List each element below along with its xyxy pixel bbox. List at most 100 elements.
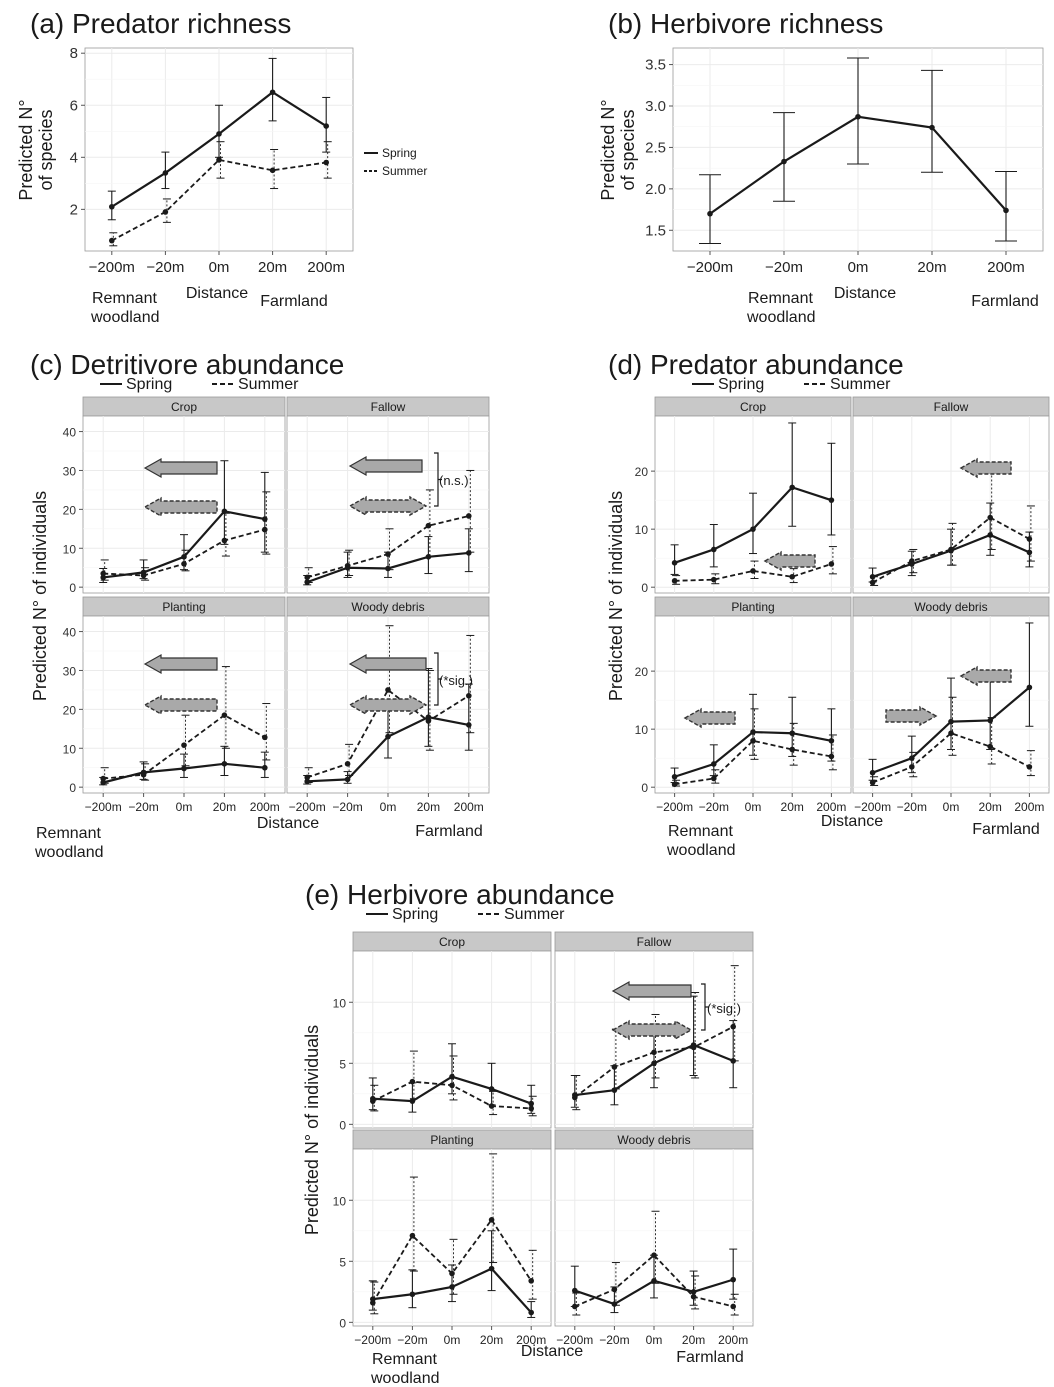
data-point — [730, 1303, 736, 1310]
data-point — [262, 516, 268, 522]
data-point — [528, 1100, 534, 1107]
data-point — [488, 1086, 495, 1092]
chart-title: (b) Herbivore richness — [608, 8, 883, 39]
data-point — [789, 573, 795, 580]
facet-crop: Crop 0 10 20 — [635, 396, 852, 595]
series-line-summer — [574, 1253, 734, 1308]
data-point — [929, 124, 935, 131]
facet-label: Woody debris — [914, 600, 987, 614]
y-axis-label: Predicted N°of species — [16, 99, 56, 200]
facet-fallow: Fallow (n.s.) — [286, 396, 490, 594]
data-point — [216, 157, 222, 163]
data-point — [909, 558, 915, 564]
facet-label: Crop — [439, 935, 465, 949]
series-line-summer — [306, 688, 470, 779]
x-tick-label: 20m — [682, 1333, 705, 1347]
data-point — [750, 526, 756, 532]
y-tick-label: 3.5 — [645, 57, 666, 74]
arrow-icon — [959, 665, 1012, 687]
data-point — [869, 769, 876, 776]
x-tick-label: −20m — [699, 800, 729, 814]
data-point — [671, 578, 678, 584]
legend-label: Spring — [382, 146, 417, 160]
data-point — [385, 551, 391, 557]
x-note-right: Farmland — [676, 1349, 744, 1366]
x-note-right: Farmland — [260, 293, 328, 310]
y-tick-label: 2.0 — [645, 181, 666, 198]
x-tick-label: 0m — [444, 1333, 461, 1347]
y-axis-label: Predicted N° of individuals — [606, 491, 626, 701]
data-point — [1026, 536, 1033, 542]
data-point — [385, 687, 391, 693]
data-point — [181, 765, 187, 772]
facet-label: Woody debris — [617, 1133, 690, 1147]
y-tick-label: 0 — [641, 781, 648, 795]
data-point — [100, 779, 106, 786]
plot-panel — [852, 415, 1050, 594]
significance-annotation: (*sig.) — [707, 1001, 741, 1016]
data-point — [488, 1265, 495, 1272]
facet-label: Planting — [731, 600, 774, 614]
x-tick-label: 0m — [646, 1333, 663, 1347]
data-point — [385, 565, 391, 572]
data-point — [1026, 684, 1033, 691]
facet-woody-debris: Woody debris −200m −20m 0m 20m 200m — [554, 1129, 754, 1347]
data-point — [690, 1289, 697, 1295]
data-point — [269, 167, 276, 174]
data-point — [409, 1232, 416, 1239]
arrow-icon — [348, 455, 423, 477]
data-point — [449, 1073, 455, 1080]
data-point — [385, 733, 391, 740]
plot-panel — [554, 950, 754, 1129]
y-axis-label: Predicted N° of individuals — [30, 491, 50, 701]
data-point — [987, 514, 993, 521]
bracket-icon — [701, 983, 709, 1031]
arrow-icon — [143, 496, 218, 518]
data-point — [948, 718, 954, 725]
facet-planting: Planting 0 10 20 −200m −20m 0m 20m 200m — [635, 596, 852, 814]
x-tick-label: 20m — [258, 259, 287, 276]
data-point — [344, 761, 351, 767]
facet-planting: Planting 0 5 10 −200m −20m 0m 20m 200m — [333, 1129, 552, 1347]
significance-annotation: (n.s.) — [439, 473, 469, 488]
y-tick-label: 0 — [339, 1118, 346, 1132]
x-tick-label: −200m — [854, 800, 891, 814]
y-tick-label: 2.5 — [645, 139, 666, 156]
x-tick-label: 20m — [417, 800, 440, 814]
facet-label: Fallow — [934, 400, 969, 414]
plot-panel — [852, 615, 1050, 794]
data-point — [750, 737, 756, 744]
data-point — [216, 131, 222, 137]
y-tick-label: 10 — [63, 742, 77, 756]
y-tick-label: 10 — [635, 723, 649, 737]
data-point — [651, 1060, 657, 1067]
x-tick-label: 200m — [816, 800, 846, 814]
data-point — [409, 1078, 416, 1085]
data-point — [221, 712, 228, 718]
y-tick-label: 0 — [641, 581, 648, 595]
arrow-icon — [143, 653, 218, 675]
x-tick-label: −20m — [599, 1333, 629, 1347]
data-point — [262, 526, 268, 533]
data-point — [690, 1293, 697, 1300]
facet-crop: Crop 0 10 20 30 40 — [63, 396, 286, 595]
facet-planting: Planting 0 10 20 30 40 −200m −20m 0m 20m 200m — [63, 596, 286, 814]
y-tick-label: 20 — [63, 503, 77, 517]
x-axis-label: Distance — [257, 815, 319, 832]
facet-label: Planting — [162, 600, 205, 614]
significance-annotation: (*sig.) — [439, 673, 473, 688]
legend-label: Spring — [718, 376, 764, 393]
x-tick-label: −20m — [128, 800, 158, 814]
plot-panel — [352, 950, 552, 1129]
x-tick-label: 0m — [380, 800, 397, 814]
x-tick-label: 200m — [307, 259, 345, 276]
plot-panel — [654, 415, 852, 594]
data-point — [269, 89, 276, 96]
data-point — [109, 237, 115, 244]
data-point — [671, 781, 678, 788]
chart-title: (d) Predator abundance — [608, 349, 904, 380]
data-point — [750, 568, 756, 574]
data-point — [828, 497, 835, 503]
y-tick-label: 4 — [70, 149, 78, 166]
